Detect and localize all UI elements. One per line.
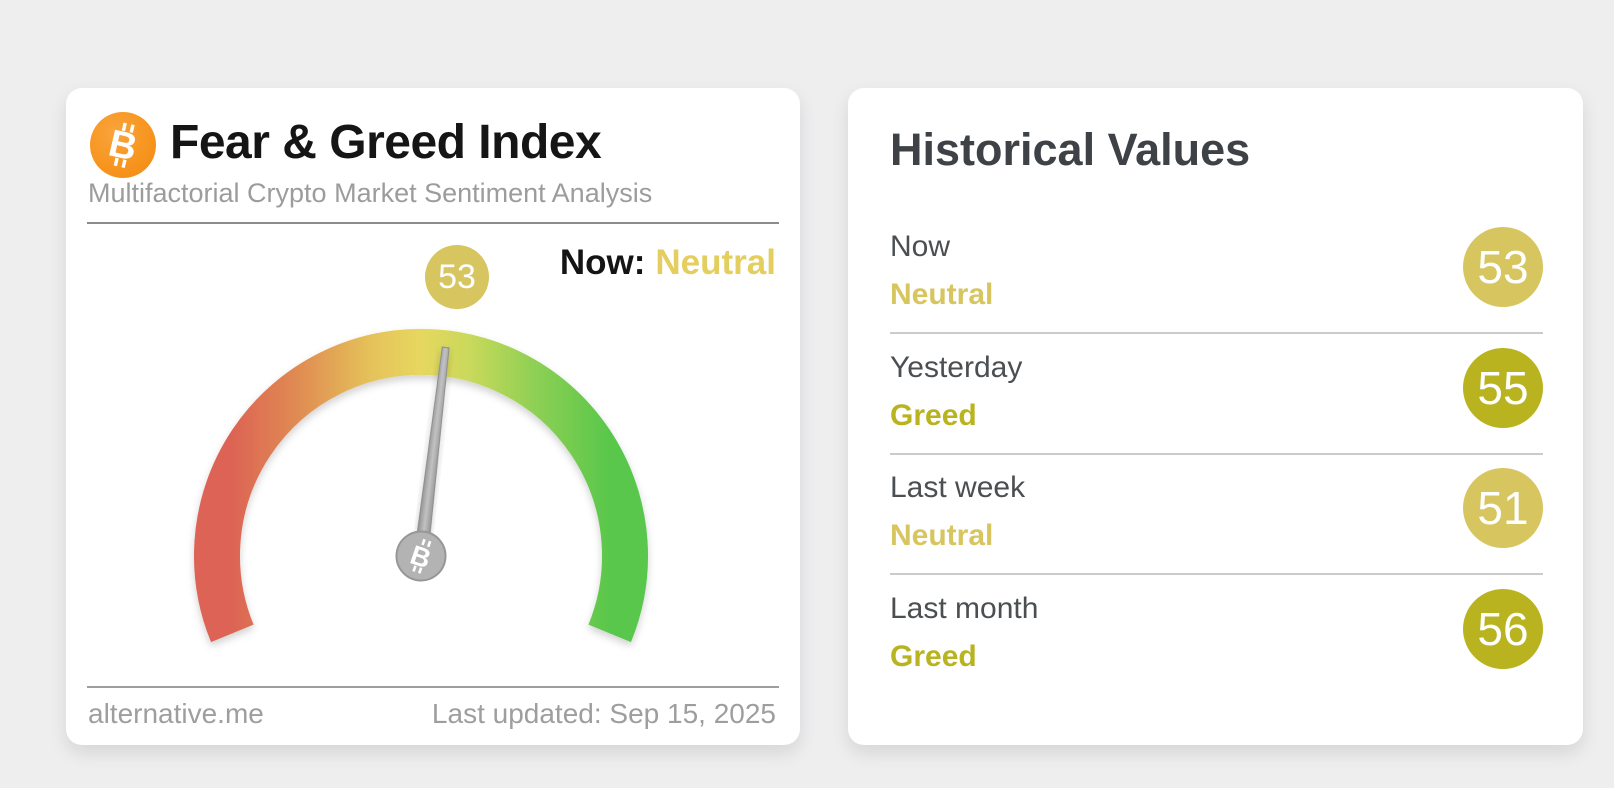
historical-row-yesterday: Yesterday Greed 55 <box>890 344 1543 456</box>
row-classification: Neutral <box>890 278 994 311</box>
row-classification: Neutral <box>890 519 994 552</box>
row-value-badge: 51 <box>1463 468 1543 548</box>
row-divider <box>890 573 1543 575</box>
historical-row-last-month: Last month Greed 56 <box>890 585 1543 697</box>
historical-row-now: Now Neutral 53 <box>890 223 1543 335</box>
last-updated-text: Last updated: Sep 15, 2025 <box>431 698 776 729</box>
bitcoin-glyph: B <box>105 122 141 169</box>
row-value-badge: 53 <box>1463 227 1543 307</box>
gauge-needle: B <box>395 346 450 582</box>
card-subtitle: Multifactorial Crypto Market Sentiment A… <box>88 178 653 208</box>
now-classification-line: Now: Neutral <box>560 243 776 283</box>
row-classification: Greed <box>890 640 977 673</box>
row-value-badge: 56 <box>1463 589 1543 669</box>
card-title: Fear & Greed Index <box>170 116 602 169</box>
row-label: Now <box>890 230 951 263</box>
gauge-arc <box>194 328 648 643</box>
historical-row-last-week: Last week Neutral 51 <box>890 464 1543 576</box>
row-classification: Greed <box>890 399 977 432</box>
footer-divider <box>87 686 779 688</box>
row-label: Last month <box>890 592 1039 625</box>
row-label: Last week <box>890 471 1026 504</box>
historical-values-card: Historical Values Now Neutral 53 Yesterd… <box>848 88 1583 745</box>
now-label: Now: <box>559 243 646 282</box>
pivot-bitcoin-glyph: B <box>407 538 435 575</box>
now-classification: Neutral <box>655 243 776 282</box>
row-divider <box>890 453 1543 455</box>
historical-values-title: Historical Values <box>890 124 1251 175</box>
svg-text:B: B <box>407 540 435 575</box>
header-divider <box>87 222 779 224</box>
needle-pivot <box>395 530 447 582</box>
row-label: Yesterday <box>890 351 1023 384</box>
row-divider <box>890 332 1543 334</box>
fear-greed-card: B Fear & Greed Index Multifactorial Cryp… <box>66 88 800 745</box>
row-value-badge: 55 <box>1463 348 1543 428</box>
current-value-badge: 53 <box>425 245 489 309</box>
source-link[interactable]: alternative.me <box>88 698 264 729</box>
bitcoin-icon: B <box>90 112 156 178</box>
